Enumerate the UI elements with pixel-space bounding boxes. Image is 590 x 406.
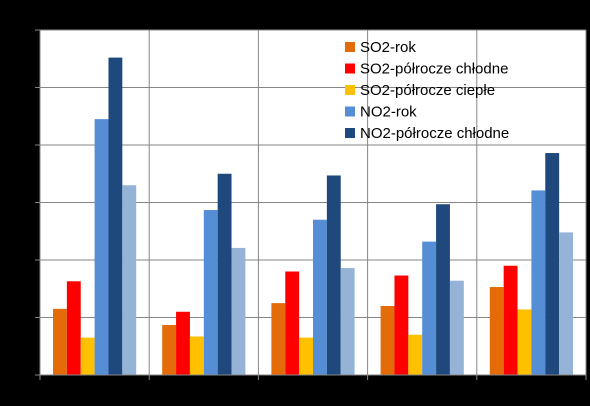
bar: [489, 287, 504, 375]
legend-label: SO2-półrocze chłodne: [360, 61, 508, 78]
bar: [449, 280, 464, 375]
bar: [189, 336, 204, 375]
bar: [326, 175, 341, 375]
bar: [271, 303, 286, 375]
bar: [436, 204, 450, 375]
legend-swatch: [345, 85, 355, 95]
bar: [545, 153, 560, 375]
legend-swatch: [345, 42, 355, 52]
bar: [299, 337, 313, 375]
bar-series: [53, 57, 573, 375]
bar: [503, 265, 518, 375]
legend-label: SO2-rok: [360, 39, 416, 56]
bar: [380, 306, 395, 375]
legend-label: NO2-półrocze chłodne: [360, 125, 509, 142]
bar: [408, 334, 423, 375]
bar: [313, 219, 327, 375]
legend-swatch: [345, 63, 355, 74]
bar: [217, 173, 232, 375]
bar: [394, 275, 409, 375]
bar: [559, 232, 573, 375]
bar: [66, 281, 81, 375]
bar: [176, 311, 190, 375]
legend-swatch: [345, 106, 355, 117]
bar: [108, 57, 123, 375]
bar: [80, 337, 95, 375]
bar: [162, 324, 177, 375]
axes: [35, 29, 587, 380]
bar: [531, 190, 546, 375]
bar: [122, 185, 137, 375]
bar: [422, 241, 437, 375]
bar: [94, 119, 109, 375]
bar: [340, 268, 355, 375]
bar: [517, 309, 532, 375]
bar: [53, 308, 67, 375]
legend: SO2-rok SO2-półrocze chłodne SO2-półrocze …: [345, 39, 509, 142]
legend-swatch: [345, 128, 355, 138]
legend-label: SO2-półrocze ciepłe: [360, 82, 495, 99]
legend-label: NO2-rok: [360, 104, 417, 121]
bar: [285, 271, 300, 375]
bar: [231, 247, 246, 375]
bar: [203, 209, 218, 375]
